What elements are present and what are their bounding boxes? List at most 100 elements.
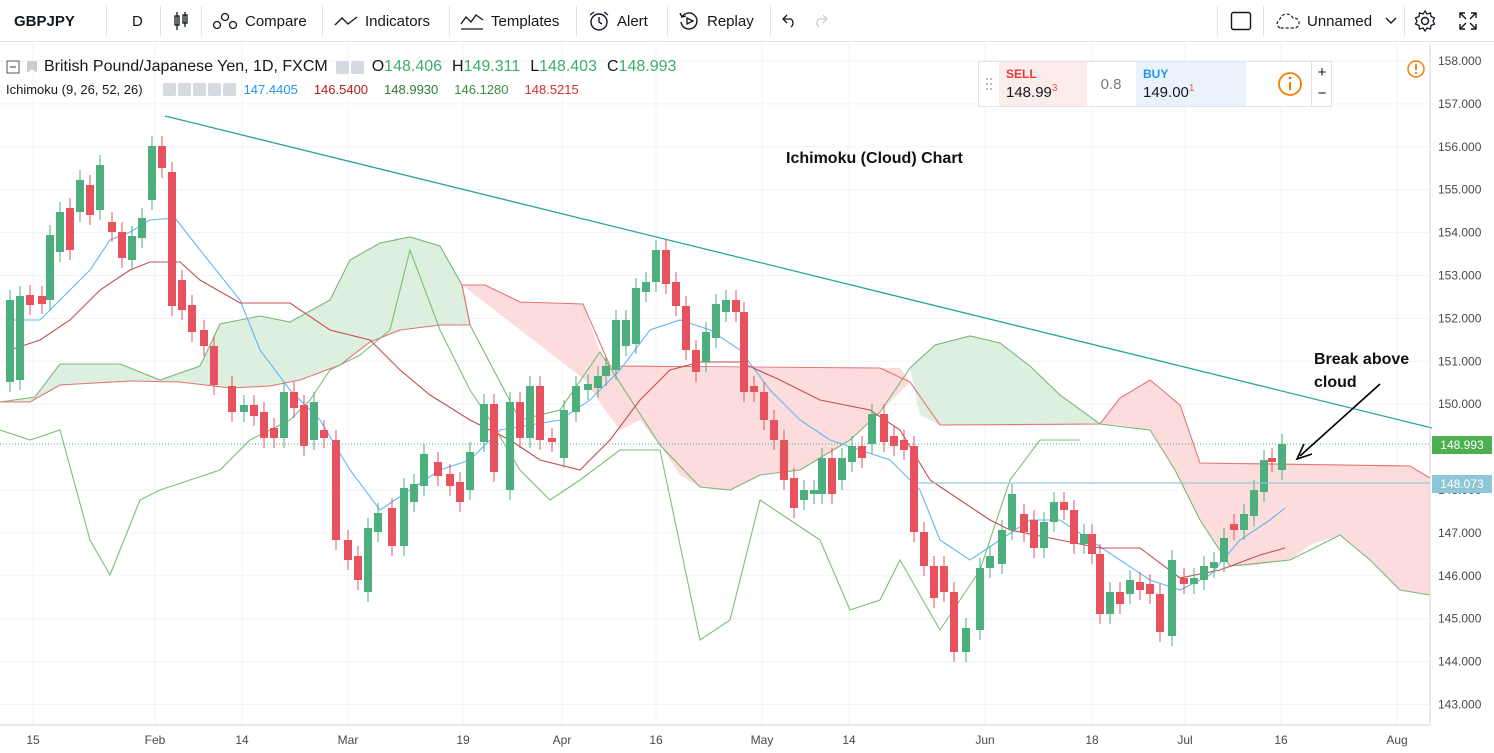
layout-menu[interactable]: Unnamed bbox=[1274, 0, 1405, 42]
symbol-search[interactable]: GBPJPY bbox=[14, 12, 75, 30]
candle-body bbox=[890, 436, 898, 446]
replay-button[interactable]: Replay bbox=[678, 0, 754, 42]
indicator-value-conversion: 147.4405 bbox=[243, 82, 298, 97]
candle-body bbox=[828, 458, 836, 494]
candle-body bbox=[868, 414, 876, 444]
buy-button[interactable]: BUY 149.001 bbox=[1136, 62, 1246, 106]
expand-button[interactable] bbox=[1458, 0, 1485, 42]
indicators-button[interactable]: Indicators bbox=[334, 0, 430, 42]
compare-icon bbox=[212, 12, 238, 30]
trend-line[interactable] bbox=[164, 115, 1433, 429]
time-axis[interactable]: 15 Feb 14 Mar 19 Apr 16 May 14 Jun 18 Jul 16 Aug bbox=[26, 733, 1407, 747]
bookmark-icon bbox=[27, 61, 37, 73]
candle-body bbox=[354, 556, 362, 580]
divider bbox=[449, 6, 450, 36]
symbol-title: British Pound/Japanese Yen, 1D, FXCM bbox=[44, 58, 328, 75]
info-icon[interactable] bbox=[1277, 71, 1303, 97]
templates-button[interactable]: Templates bbox=[460, 0, 559, 42]
settings-button[interactable] bbox=[1413, 0, 1444, 42]
candle-body bbox=[910, 446, 918, 532]
open-label: O bbox=[371, 58, 385, 75]
time-tick-label: Jul bbox=[1177, 733, 1192, 747]
chart-type-button[interactable] bbox=[172, 0, 197, 42]
candle-body bbox=[158, 146, 166, 168]
compare-button[interactable]: Compare bbox=[212, 0, 307, 42]
sell-button[interactable]: SELL 148.993 bbox=[999, 62, 1087, 106]
break-annotation[interactable]: Break above cloud bbox=[1314, 348, 1409, 394]
divider bbox=[667, 6, 668, 36]
candle-body bbox=[178, 280, 186, 310]
candle-body bbox=[148, 146, 156, 200]
legend-actions[interactable] bbox=[335, 60, 364, 74]
candles-icon bbox=[174, 12, 188, 30]
indicator-value-span-a: 146.1280 bbox=[454, 82, 509, 97]
candle-body bbox=[1060, 502, 1068, 510]
candle-body bbox=[838, 458, 846, 480]
indicator-value-base: 146.5400 bbox=[313, 82, 369, 97]
candle-body bbox=[986, 556, 994, 568]
main-legend: British Pound/Japanese Yen, 1D, FXCM O 14… bbox=[6, 58, 676, 76]
price-tick-label: 155.000 bbox=[1438, 183, 1482, 197]
candle-body bbox=[434, 462, 442, 476]
candle-body bbox=[1260, 460, 1268, 492]
eye-icon bbox=[335, 60, 349, 74]
price-tick-label: 146.000 bbox=[1438, 569, 1482, 583]
chart-title-annotation[interactable]: Ichimoku (Cloud) Chart bbox=[786, 150, 963, 167]
candle-body bbox=[138, 218, 146, 238]
candle-body bbox=[594, 376, 602, 388]
undo-button[interactable] bbox=[780, 0, 805, 42]
fullscreen-toggle[interactable] bbox=[1230, 0, 1259, 42]
candle-body bbox=[642, 282, 650, 292]
candle-body bbox=[940, 566, 948, 592]
candle-body bbox=[740, 312, 748, 392]
price-tick-label: 145.000 bbox=[1438, 612, 1482, 626]
low-value: 148.403 bbox=[539, 58, 597, 75]
divider bbox=[1404, 6, 1405, 36]
candle-body bbox=[750, 386, 758, 392]
price-tick-label: 157.000 bbox=[1438, 97, 1482, 111]
candle-body bbox=[1180, 578, 1188, 584]
candle-body bbox=[1040, 522, 1048, 548]
alert-button[interactable]: Alert bbox=[588, 0, 648, 42]
price-tick-label: 153.000 bbox=[1438, 269, 1482, 283]
candle-body bbox=[692, 350, 700, 372]
price-tick-label: 154.000 bbox=[1438, 226, 1482, 240]
gear-icon bbox=[350, 60, 364, 74]
candle-body bbox=[86, 185, 94, 215]
drag-handle-icon[interactable] bbox=[985, 77, 993, 91]
redo-button[interactable] bbox=[812, 0, 837, 42]
collapse-icon[interactable] bbox=[6, 60, 20, 74]
warning-icon[interactable] bbox=[1406, 59, 1426, 79]
candle-body bbox=[290, 392, 298, 408]
candle-body bbox=[672, 282, 680, 306]
divider bbox=[1217, 6, 1218, 36]
price-chart[interactable]: 158.000 157.000 156.000 155.000 154.000 153.0… bbox=[0, 43, 1494, 753]
indicator-actions[interactable] bbox=[162, 83, 236, 96]
price-tick-label: 144.000 bbox=[1438, 655, 1482, 669]
indicators-icon bbox=[334, 16, 358, 26]
divider bbox=[1263, 6, 1264, 36]
indicators-label: Indicators bbox=[365, 12, 431, 30]
cloud-icon bbox=[1276, 13, 1300, 29]
candle-body bbox=[270, 428, 278, 438]
candle-body bbox=[950, 592, 958, 652]
candle-body bbox=[1250, 490, 1258, 516]
candle-body bbox=[770, 420, 778, 440]
gear-icon bbox=[1414, 9, 1436, 33]
replay-icon bbox=[679, 12, 698, 30]
interval-button[interactable]: D bbox=[132, 12, 143, 30]
candle-body bbox=[880, 414, 888, 442]
quantity-plus-button[interactable]: + bbox=[1317, 64, 1327, 81]
trading-panel: SELL 148.993 0.8 BUY 149.001 + − bbox=[978, 61, 1332, 107]
candle-body bbox=[1146, 584, 1154, 594]
quantity-minus-button[interactable]: − bbox=[1317, 85, 1327, 102]
candle-body bbox=[790, 478, 798, 508]
price-axis[interactable]: 158.000 157.000 156.000 155.000 154.000 153.0… bbox=[1438, 54, 1482, 712]
high-label: H bbox=[452, 58, 464, 75]
time-tick-label: 15 bbox=[26, 733, 40, 747]
annotation-arrow[interactable] bbox=[1299, 383, 1381, 457]
candle-body bbox=[536, 386, 544, 440]
hline-price-tag: 148.073 bbox=[1432, 475, 1492, 493]
candle-body bbox=[962, 628, 970, 652]
indicator-name: Ichimoku (9, 26, 52, 26) bbox=[6, 82, 143, 97]
